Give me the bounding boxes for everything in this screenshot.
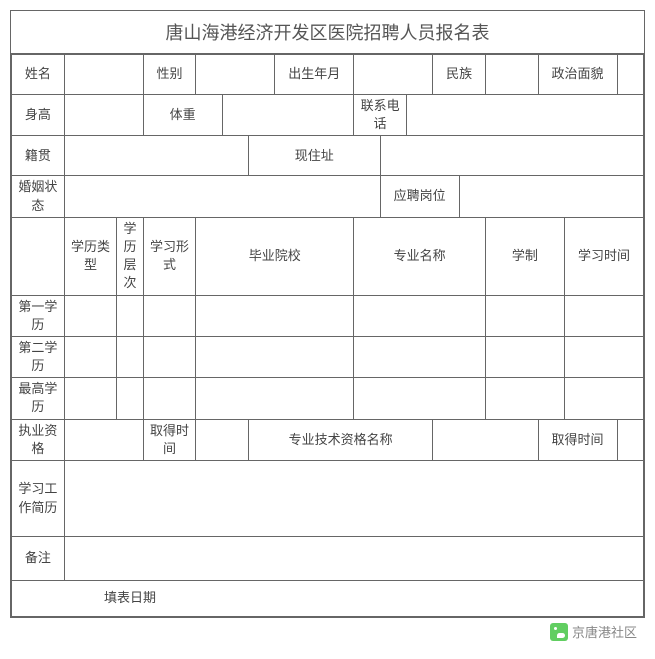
label-position: 应聘岗位 [380,176,459,217]
label-obtain-time2: 取得时间 [538,419,617,460]
registration-form: 唐山海港经济开发区医院招聘人员报名表 姓名 性别 出生年月 民族 政治面貌 身高 [10,10,645,618]
first-edu-type [64,295,117,336]
highest-edu-time [564,378,643,419]
label-tech-title: 专业技术资格名称 [248,419,432,460]
label-first-edu: 第一学历 [12,295,65,336]
label-gender: 性别 [143,55,196,95]
value-fill-date [196,581,644,617]
first-edu-school [196,295,354,336]
value-obtain-time2 [617,419,643,460]
value-tech-title [433,419,538,460]
label-school: 毕业院校 [196,217,354,295]
fill-date-pad [12,581,65,617]
label-address: 现住址 [248,136,380,176]
value-obtain-time1 [196,419,249,460]
first-edu-form [143,295,196,336]
label-pro-cert: 执业资格 [12,419,65,460]
label-obtain-time1: 取得时间 [143,419,196,460]
label-second-edu: 第二学历 [12,336,65,377]
label-system: 学制 [485,217,564,295]
highest-edu-form [143,378,196,419]
second-edu-time [564,336,643,377]
label-resume: 学习工作简历 [12,461,65,537]
second-edu-form [143,336,196,377]
wechat-icon [550,623,568,641]
value-phone [406,95,643,136]
value-gender [196,55,275,95]
label-weight: 体重 [143,95,222,136]
value-weight [222,95,354,136]
watermark: 京唐港社区 [550,622,637,641]
value-political [617,55,643,95]
highest-edu-type [64,378,117,419]
second-edu-type [64,336,117,377]
second-edu-major [354,336,486,377]
label-study-time: 学习时间 [564,217,643,295]
label-origin: 籍贯 [12,136,65,176]
label-ethnic: 民族 [433,55,486,95]
label-phone: 联系电话 [354,95,407,136]
label-name: 姓名 [12,55,65,95]
label-height: 身高 [12,95,65,136]
value-address [380,136,643,176]
first-edu-time [564,295,643,336]
value-remark [64,537,643,581]
label-remark: 备注 [12,537,65,581]
watermark-text: 京唐港社区 [572,622,637,641]
label-study-form: 学习形式 [143,217,196,295]
value-resume [64,461,643,537]
label-marital: 婚姻状态 [12,176,65,217]
value-birth [354,55,433,95]
highest-edu-major [354,378,486,419]
highest-edu-system [485,378,564,419]
value-name [64,55,143,95]
label-major: 专业名称 [354,217,486,295]
label-edu-type: 学历类型 [64,217,117,295]
highest-edu-level [117,378,143,419]
second-edu-level [117,336,143,377]
first-edu-system [485,295,564,336]
value-ethnic [485,55,538,95]
value-height [64,95,143,136]
value-marital [64,176,380,217]
second-edu-school [196,336,354,377]
first-edu-major [354,295,486,336]
first-edu-level [117,295,143,336]
label-birth: 出生年月 [275,55,354,95]
edu-blank-header [12,217,65,295]
label-highest-edu: 最高学历 [12,378,65,419]
label-edu-level: 学历层次 [117,217,143,295]
value-origin [64,136,248,176]
second-edu-system [485,336,564,377]
value-pro-cert [64,419,143,460]
form-title: 唐山海港经济开发区医院招聘人员报名表 [11,11,644,54]
highest-edu-school [196,378,354,419]
value-position [459,176,643,217]
label-political: 政治面貌 [538,55,617,95]
label-fill-date: 填表日期 [64,581,196,617]
form-table: 姓名 性别 出生年月 民族 政治面貌 身高 体重 联系电话 籍贯 现住址 [11,54,644,617]
